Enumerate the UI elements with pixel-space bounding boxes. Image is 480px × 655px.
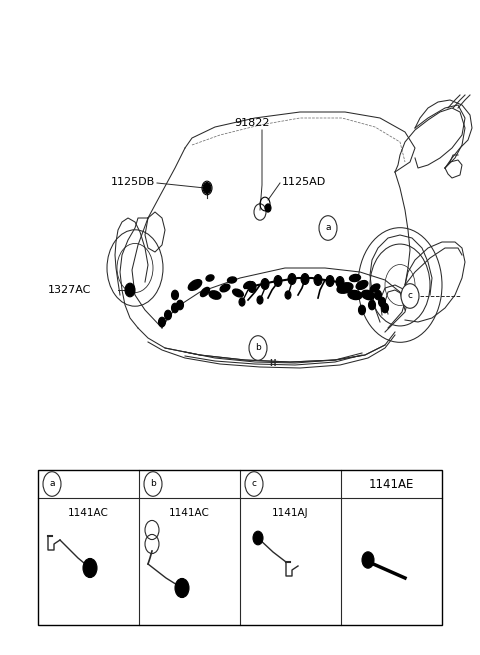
Ellipse shape: [244, 282, 252, 288]
Bar: [38, 470, 442, 625]
Text: 1141AJ: 1141AJ: [272, 508, 309, 518]
Text: 1141AC: 1141AC: [68, 508, 109, 518]
Circle shape: [257, 296, 263, 304]
Ellipse shape: [361, 290, 374, 300]
Circle shape: [319, 215, 337, 240]
Ellipse shape: [201, 288, 209, 297]
Circle shape: [245, 472, 263, 496]
Text: c: c: [408, 291, 412, 301]
Ellipse shape: [206, 275, 214, 281]
Circle shape: [336, 276, 344, 288]
Circle shape: [379, 297, 385, 307]
Circle shape: [203, 183, 211, 193]
Circle shape: [178, 582, 186, 593]
Circle shape: [374, 290, 382, 300]
Ellipse shape: [220, 284, 230, 292]
Text: b: b: [150, 479, 156, 489]
Circle shape: [175, 578, 189, 597]
Circle shape: [249, 336, 267, 360]
Circle shape: [265, 204, 271, 212]
Circle shape: [86, 563, 94, 574]
Text: b: b: [255, 343, 261, 352]
Ellipse shape: [356, 280, 368, 290]
Ellipse shape: [370, 284, 380, 292]
Circle shape: [401, 284, 419, 309]
Circle shape: [144, 472, 162, 496]
Circle shape: [158, 317, 166, 327]
Circle shape: [83, 559, 97, 578]
Text: 1327AC: 1327AC: [48, 285, 91, 295]
Text: 91822: 91822: [234, 118, 270, 128]
Ellipse shape: [348, 290, 362, 299]
Text: c: c: [252, 479, 256, 489]
Circle shape: [177, 300, 183, 310]
Text: H: H: [269, 358, 275, 367]
Ellipse shape: [233, 289, 243, 297]
Text: a: a: [49, 479, 55, 489]
Circle shape: [261, 278, 269, 290]
Text: 1125AD: 1125AD: [282, 177, 326, 187]
Circle shape: [171, 290, 179, 300]
Text: 1125DB: 1125DB: [111, 177, 155, 187]
Circle shape: [364, 555, 372, 565]
Circle shape: [382, 303, 388, 313]
Circle shape: [369, 300, 375, 310]
Circle shape: [362, 552, 374, 568]
Circle shape: [285, 291, 291, 299]
Circle shape: [326, 276, 334, 286]
Circle shape: [43, 472, 61, 496]
Circle shape: [314, 274, 322, 286]
Circle shape: [359, 305, 365, 315]
Circle shape: [248, 282, 256, 293]
Circle shape: [274, 276, 282, 286]
Text: a: a: [325, 223, 331, 233]
Ellipse shape: [188, 280, 202, 290]
Circle shape: [253, 531, 263, 545]
Circle shape: [171, 303, 179, 313]
Text: 1141AC: 1141AC: [169, 508, 210, 518]
Circle shape: [288, 274, 296, 284]
Circle shape: [125, 283, 135, 297]
Text: 1141AE: 1141AE: [369, 477, 414, 491]
Circle shape: [165, 310, 171, 320]
Ellipse shape: [209, 291, 221, 299]
Ellipse shape: [349, 274, 360, 282]
Ellipse shape: [228, 277, 237, 283]
Ellipse shape: [337, 283, 353, 293]
Circle shape: [301, 274, 309, 284]
Circle shape: [239, 298, 245, 306]
